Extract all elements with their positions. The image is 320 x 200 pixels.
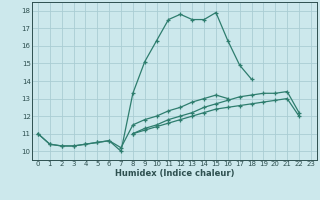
X-axis label: Humidex (Indice chaleur): Humidex (Indice chaleur) [115,169,234,178]
